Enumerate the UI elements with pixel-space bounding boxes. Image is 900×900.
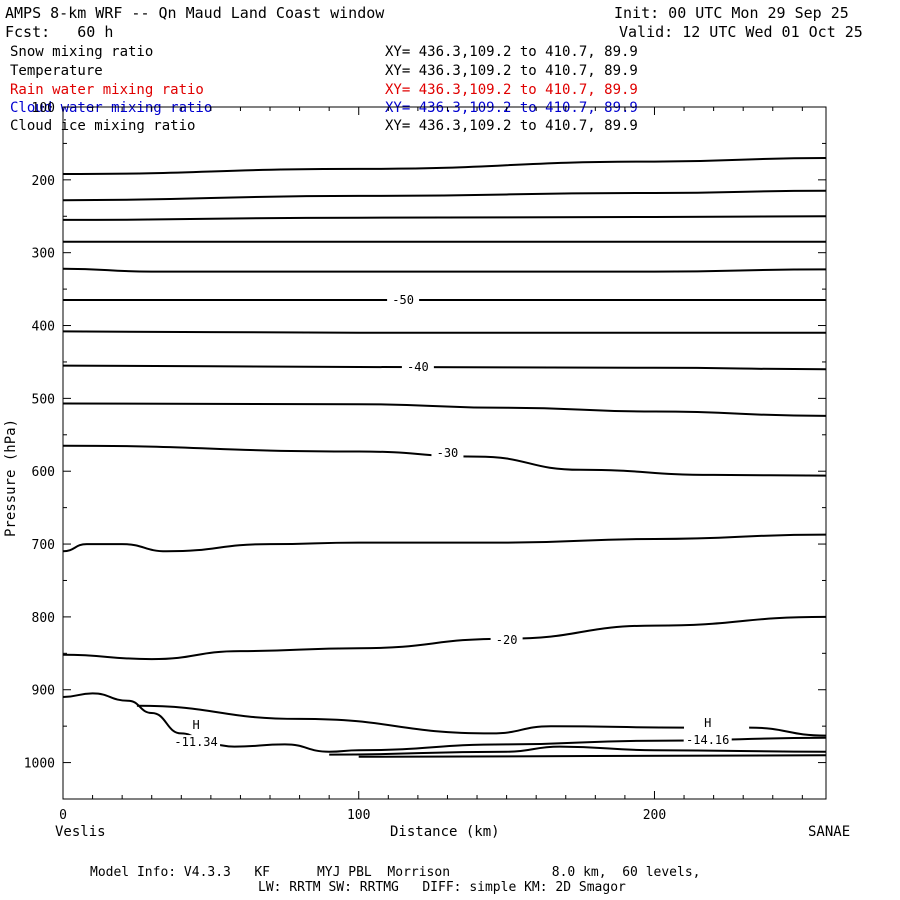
- extremum-value: -14.16: [686, 733, 729, 747]
- isotherm-line-10: [62, 533, 827, 553]
- contour-label: -30: [437, 446, 459, 460]
- field-name-cloud-ice: Cloud ice mixing ratio: [10, 118, 196, 134]
- isotherm-line-8: [62, 402, 827, 417]
- isotherm-line-2: [62, 215, 827, 221]
- y-tick-label: 800: [32, 611, 55, 626]
- y-tick-label: 900: [32, 684, 55, 699]
- isotherm-line-9: [62, 444, 827, 477]
- contour-label-bg: [490, 632, 523, 647]
- extremum-mark: H: [704, 716, 711, 730]
- x-right-location: SANAE: [808, 824, 851, 840]
- isotherm-layer: [62, 157, 827, 758]
- field-xy-cloud-ice: XY= 436.3,109.2 to 410.7, 89.9: [385, 118, 638, 134]
- field-name-rain: Rain water mixing ratio: [10, 82, 204, 98]
- contour-label: -20: [496, 633, 518, 647]
- isotherm-line-15: [329, 745, 827, 756]
- forecast-hour: Fcst: 60 h: [5, 23, 114, 41]
- y-tick-label: 1000: [24, 757, 55, 772]
- y-tick-label: 600: [32, 465, 55, 480]
- isotherm-line-6: [62, 330, 826, 334]
- x-axis-label: Distance (km): [390, 824, 500, 840]
- contour-label-bg: [431, 445, 464, 459]
- label-layer: -50 -40 -30 -20 H -11.34 H -14.16: [172, 292, 732, 749]
- isotherm-line-11: [62, 615, 827, 661]
- valid-time: Valid: 12 UTC Wed 01 Oct 25: [619, 23, 863, 41]
- y-tick-label: 500: [32, 392, 55, 407]
- x-tick-label: 200: [643, 808, 666, 823]
- isotherm-line-4: [62, 267, 827, 273]
- init-time: Init: 00 UTC Mon 29 Sep 25: [614, 4, 849, 22]
- contour-label-bg: [401, 359, 434, 374]
- contour-label: -40: [407, 360, 429, 374]
- x-tick-label: 100: [347, 808, 370, 823]
- y-tick-label: 200: [32, 174, 55, 189]
- field-name-temperature: Temperature: [10, 63, 103, 79]
- chart-title: AMPS 8-km WRF -- Qn Maud Land Coast wind…: [5, 4, 385, 22]
- contour-label-bg: [387, 292, 420, 307]
- isotherm-line-14: [749, 726, 827, 737]
- isotherm-line-0: [62, 157, 827, 175]
- field-xy-cloud-water: XY= 436.3,109.2 to 410.7, 89.9: [385, 100, 638, 116]
- axis-layer: 100 200 300 400 500 600 700 800 900 1000 0 100 200: [24, 101, 826, 823]
- y-tick-label: 700: [32, 538, 55, 553]
- field-xy-rain: XY= 436.3,109.2 to 410.7, 89.9: [385, 82, 638, 98]
- model-info-line1: Model Info: V4.3.3 KF MYJ PBL Morrison 8…: [90, 865, 701, 880]
- field-name-cloud-water: Cloud water mixing ratio: [10, 100, 213, 116]
- isotherm-line-13: [136, 704, 685, 735]
- y-axis-label: Pressure (hPa): [3, 418, 19, 537]
- model-info-line2: LW: RRTM SW: RRTMG DIFF: simple KM: 2D S…: [258, 880, 626, 895]
- y-tick-label: 100: [32, 101, 55, 116]
- isotherm-line-7: [62, 364, 827, 371]
- contour-label: -50: [392, 293, 414, 307]
- extremum-mark: H: [192, 718, 199, 732]
- y-tick-label: 300: [32, 247, 55, 262]
- field-xy-temperature: XY= 436.3,109.2 to 410.7, 89.9: [385, 63, 638, 79]
- extremum-value: -11.34: [174, 735, 217, 749]
- field-name-snow: Snow mixing ratio: [10, 44, 154, 60]
- y-tick-label: 400: [32, 320, 55, 335]
- isotherm-line-16: [358, 754, 827, 758]
- x-tick-label: 0: [59, 808, 67, 823]
- plot-frame: [62, 106, 827, 800]
- extremum-value-bg: [172, 735, 221, 749]
- field-xy-snow: XY= 436.3,109.2 to 410.7, 89.9: [385, 44, 638, 60]
- isotherm-line-1: [62, 189, 827, 202]
- extremum-value-bg: [683, 732, 732, 746]
- x-left-location: Veslis: [55, 824, 106, 840]
- isotherm-line-12: [62, 692, 827, 753]
